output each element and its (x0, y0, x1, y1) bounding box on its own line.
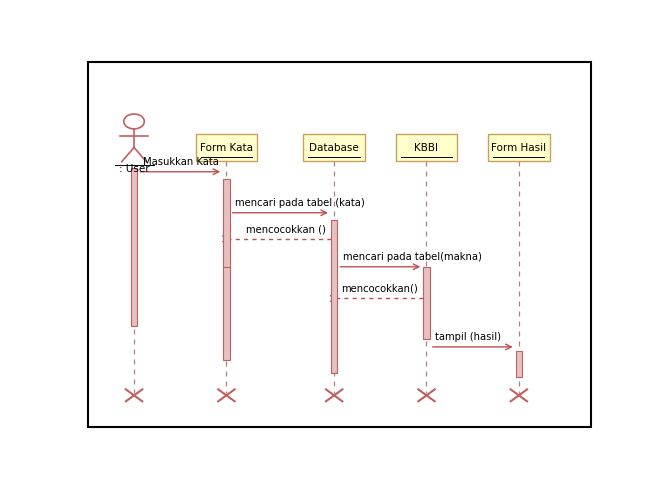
Text: tampil (hasil): tampil (hasil) (435, 333, 501, 343)
Text: mencari pada tabel(makna): mencari pada tabel(makna) (343, 252, 481, 262)
Text: mencari pada tabel (kata): mencari pada tabel (kata) (235, 198, 365, 208)
Bar (423, 267, 430, 339)
Text: Form Kata: Form Kata (200, 142, 253, 152)
Bar (223, 267, 230, 360)
Bar (516, 350, 522, 377)
Text: Form Hasil: Form Hasil (491, 142, 546, 152)
Text: : User: : User (118, 164, 150, 174)
Bar (488, 134, 549, 162)
Bar (331, 220, 338, 373)
Text: Masukkan Kata: Masukkan Kata (142, 157, 218, 167)
Bar (196, 134, 257, 162)
Text: mencocokkan(): mencocokkan() (342, 284, 418, 294)
Bar (396, 134, 457, 162)
Text: KBBI: KBBI (414, 142, 438, 152)
Bar (223, 179, 230, 267)
Text: mencocokkan (): mencocokkan () (246, 225, 326, 234)
Bar (130, 168, 138, 326)
Bar (303, 134, 365, 162)
Text: Database: Database (309, 142, 359, 152)
